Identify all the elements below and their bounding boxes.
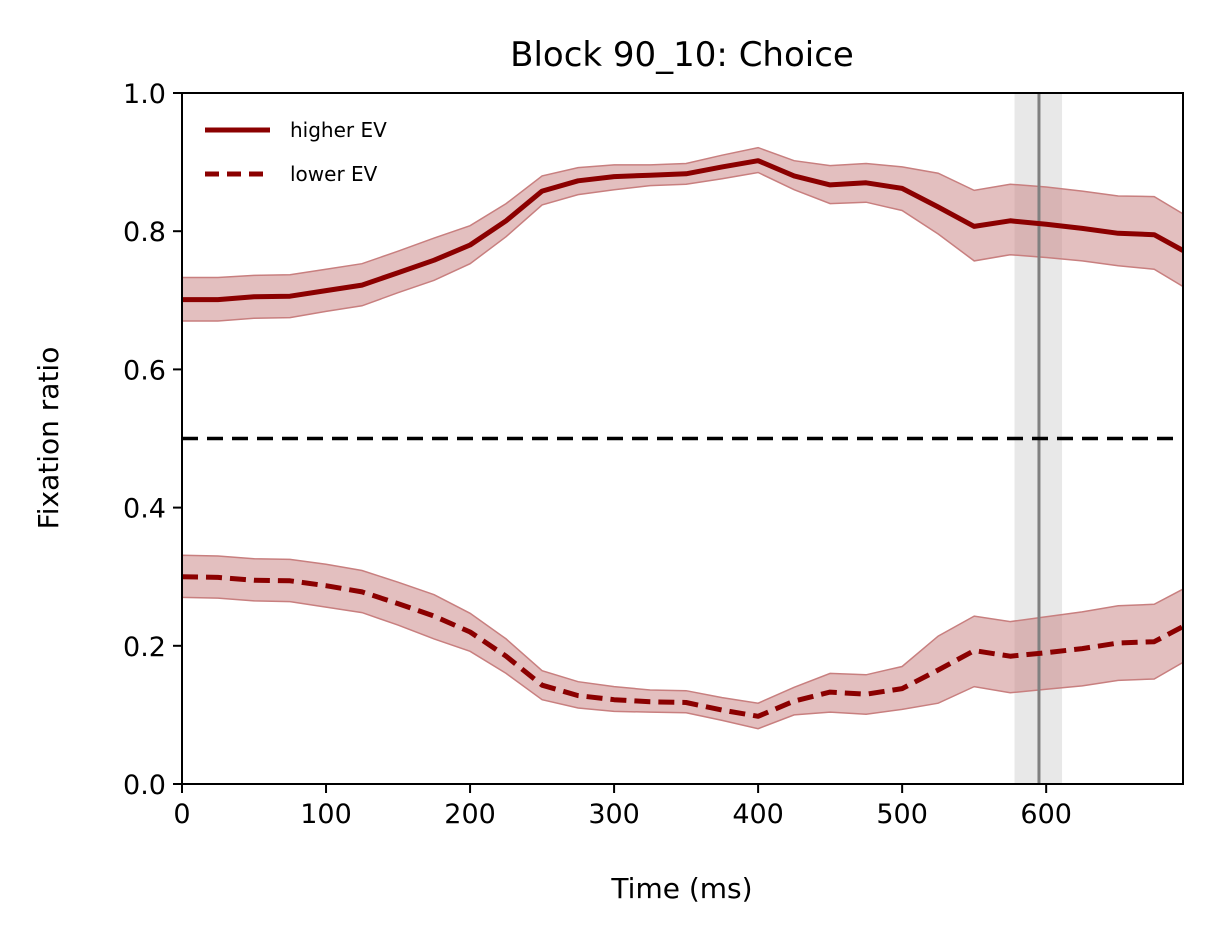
confidence-band-lower-ev xyxy=(182,554,1183,730)
x-tick-label: 400 xyxy=(732,799,784,830)
x-tick-label: 200 xyxy=(444,799,496,830)
legend: higher EV lower EV xyxy=(192,104,430,196)
x-axis-label: Time (ms) xyxy=(610,872,752,905)
confidence-band-higher-ev xyxy=(182,146,1183,322)
chart-title: Block 90_10: Choice xyxy=(510,35,854,75)
y-tick-label: 0.2 xyxy=(123,632,166,663)
x-tick-label: 0 xyxy=(173,799,190,830)
y-axis: 0.0 0.2 0.4 0.6 0.8 1.0 xyxy=(123,79,182,801)
legend-label-higher-ev: higher EV xyxy=(290,118,387,142)
x-axis: 0 100 200 300 400 500 600 xyxy=(173,784,1072,830)
x-tick-label: 300 xyxy=(588,799,640,830)
x-tick-label: 600 xyxy=(1020,799,1072,830)
series-line-higher-ev xyxy=(182,158,1183,303)
series-line-lower-ev xyxy=(182,574,1183,719)
y-tick-label: 0.0 xyxy=(123,770,166,801)
y-tick-label: 0.8 xyxy=(123,217,166,248)
legend-box xyxy=(192,104,430,196)
x-tick-label: 100 xyxy=(300,799,352,830)
y-tick-label: 0.6 xyxy=(123,355,166,386)
plot-frame xyxy=(181,92,1184,785)
y-tick-label: 0.4 xyxy=(123,494,166,525)
y-tick-label: 1.0 xyxy=(123,79,166,110)
x-tick-label: 500 xyxy=(876,799,928,830)
y-axis-label: Fixation ratio xyxy=(32,347,65,530)
legend-label-lower-ev: lower EV xyxy=(290,162,378,186)
